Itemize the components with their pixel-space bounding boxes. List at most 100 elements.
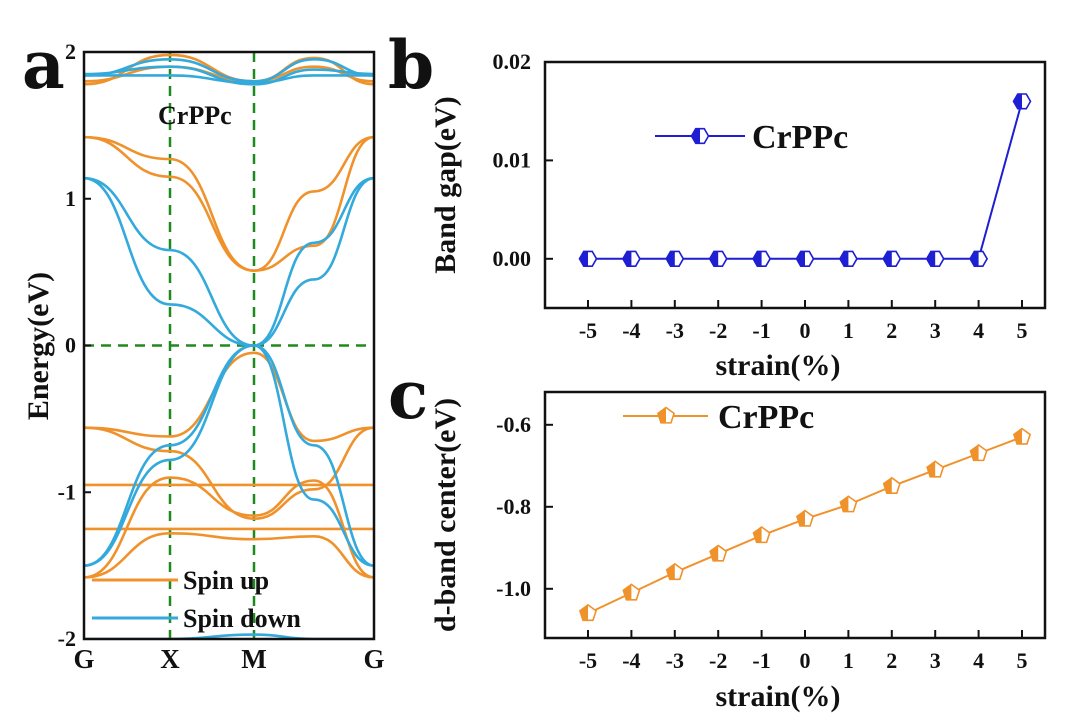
x-tick-label: 3 — [930, 648, 941, 673]
x-tick-label: 0 — [800, 648, 811, 673]
y-tick-label: 0.00 — [493, 246, 532, 271]
data-point — [752, 526, 771, 544]
plot-frame-c — [543, 390, 1047, 640]
x-tick-label: 4 — [973, 318, 984, 343]
y-tick-label: 0.01 — [493, 147, 532, 172]
x-tick-label: -2 — [709, 318, 727, 343]
plot-frame-b — [543, 60, 1047, 310]
x-tick-label: -5 — [579, 648, 597, 673]
marker-fill — [970, 251, 979, 267]
y-tick-label: 1 — [65, 186, 76, 211]
x-ticks-c: -5 -4 -3 -2 -1 0 1 2 3 4 5 — [579, 630, 1028, 673]
data-point — [882, 250, 902, 267]
marker-fill — [840, 496, 849, 512]
y-ticks-c: -1.0 -0.8 -0.6 — [496, 412, 553, 601]
legend-label-b: CrPPc — [752, 119, 848, 156]
x-tick-label: -5 — [579, 318, 597, 343]
data-point — [708, 250, 728, 267]
y-axis-label-b: Band gap(eV) — [429, 96, 462, 274]
y-tick-label: 2 — [65, 39, 76, 64]
legend-marker — [690, 127, 710, 145]
spin-down-band-0 — [84, 176, 374, 347]
spin-up-band-7 — [84, 476, 374, 579]
x-tick-label: 3 — [930, 318, 941, 343]
data-point — [578, 250, 598, 267]
x-tick-label: 4 — [973, 648, 984, 673]
spin-down-band-1 — [84, 176, 374, 347]
spin-down-band-6 — [84, 65, 374, 86]
marker-fill — [839, 251, 849, 267]
series-b — [578, 93, 1032, 267]
x-tick-label: -4 — [622, 648, 640, 673]
legend-label-c: CrPPc — [718, 399, 814, 436]
k-point-label: G — [363, 644, 384, 674]
data-point — [925, 250, 945, 267]
legend-b: CrPPc — [655, 119, 848, 156]
marker-fill — [579, 604, 588, 621]
marker-fill — [926, 251, 936, 267]
marker-fill — [710, 545, 719, 561]
band-lines — [84, 53, 374, 639]
legend-label-spin-down: Spin down — [183, 604, 301, 633]
marker-fill — [579, 251, 588, 267]
data-point — [969, 250, 989, 267]
y-tick-label: -0.8 — [496, 494, 531, 519]
panel-label-b: b — [388, 26, 434, 104]
x-axis-label-c: strain(%) — [716, 680, 841, 713]
data-point — [709, 544, 728, 562]
marker-fill — [1013, 93, 1022, 109]
series-c — [578, 427, 1032, 622]
legend-marker-b — [690, 127, 710, 145]
marker-fill — [796, 510, 805, 527]
legend-a: Spin up Spin down — [92, 566, 301, 633]
y-tick-label: -0.6 — [496, 412, 531, 437]
data-point — [578, 603, 598, 622]
marker-fill — [622, 251, 632, 267]
data-point — [795, 250, 815, 267]
x-tick-label: 2 — [886, 318, 897, 343]
spin-down-band-2 — [84, 344, 374, 567]
data-point — [969, 444, 988, 462]
marker-fill — [666, 251, 675, 267]
data-point — [621, 250, 641, 267]
marker-fill — [883, 251, 892, 267]
spin-up-band-1 — [84, 135, 374, 272]
marker-fill — [657, 407, 666, 423]
y-tick-label: -1 — [58, 479, 76, 504]
marker-fill — [1013, 428, 1022, 445]
spin-down-band-5 — [84, 58, 374, 83]
marker-fill — [970, 445, 979, 461]
marker-fill — [623, 584, 632, 600]
x-tick-label: -1 — [752, 648, 770, 673]
marker-fill — [666, 563, 675, 580]
spin-down-band-3 — [84, 344, 374, 567]
y-ticks-a: -2 -1 0 1 2 — [58, 39, 91, 651]
x-tick-label: 1 — [843, 318, 854, 343]
y-axis-label-a: Energy(eV) — [22, 272, 55, 420]
x-tick-label: -3 — [666, 648, 684, 673]
panel-label-c: c — [388, 356, 428, 434]
d-band-center-panel: -1.0 -0.8 -0.6 -5 -4 -3 -2 -1 0 1 2 3 4 5 d-band cen… — [429, 390, 1047, 713]
data-point — [838, 250, 858, 267]
x-ticks-b: -5 -4 -3 -2 -1 0 1 2 3 4 5 — [579, 300, 1028, 343]
data-point — [665, 562, 684, 581]
x-tick-label: 0 — [800, 318, 811, 343]
marker-fill — [753, 527, 762, 543]
x-tick-label: -1 — [752, 318, 770, 343]
marker-fill — [753, 251, 762, 267]
k-point-label: M — [241, 644, 266, 674]
x-axis-label-b: strain(%) — [716, 349, 841, 382]
data-point — [1012, 93, 1032, 110]
y-tick-label: -2 — [58, 626, 76, 651]
x-tick-label: 1 — [843, 648, 854, 673]
spin-up-band-6 — [84, 532, 374, 579]
marker-fill — [709, 251, 719, 267]
y-ticks-b: 0.00 0.01 0.02 — [493, 49, 553, 271]
marker-fill — [796, 251, 805, 267]
data-point — [752, 250, 772, 267]
legend-label-spin-up: Spin up — [183, 566, 269, 595]
data-point — [665, 250, 685, 267]
x-tick-label: 5 — [1017, 648, 1028, 673]
